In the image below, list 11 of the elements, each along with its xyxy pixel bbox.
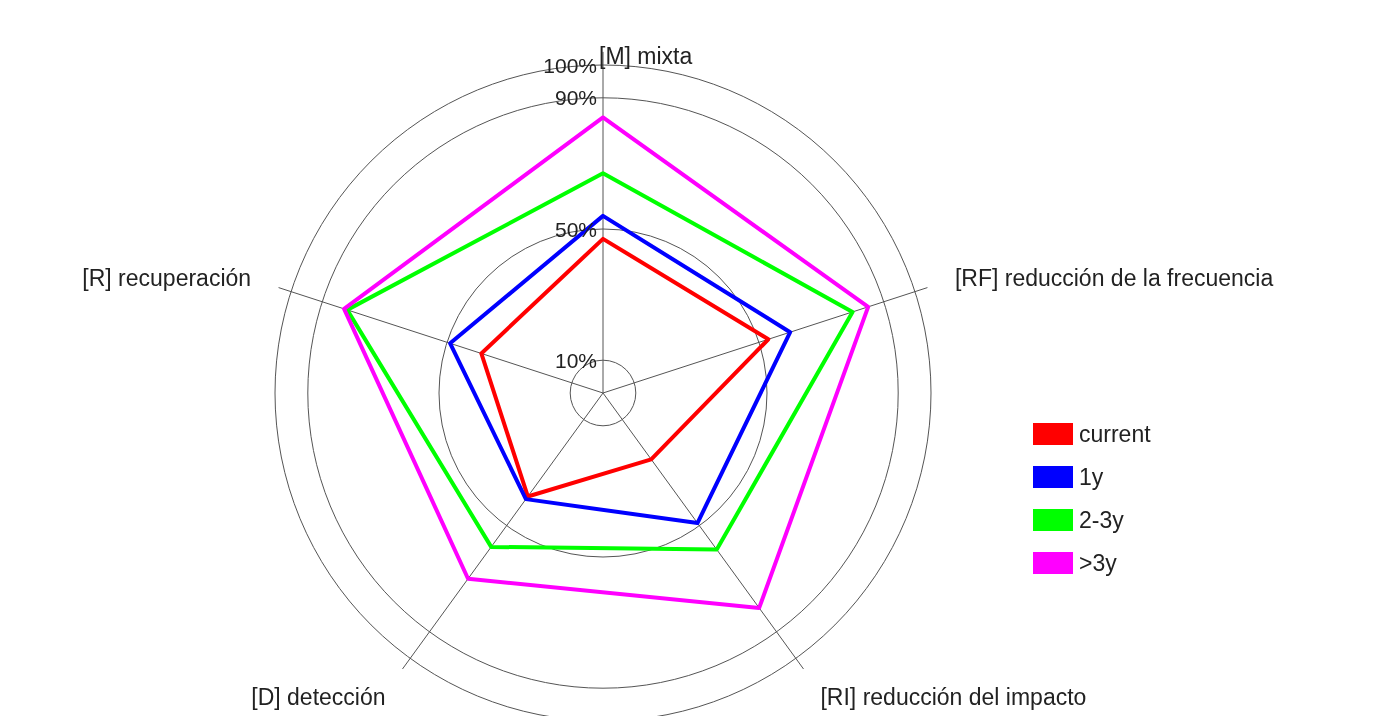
legend-label: 1y	[1079, 464, 1104, 490]
spoke-label: [D] detección	[251, 684, 386, 710]
y-tick-label: 10%	[554, 348, 597, 372]
legend-label: current	[1079, 421, 1152, 447]
spoke-label: [M] mixta	[599, 43, 693, 69]
spoke-label: [R] recuperación	[82, 264, 252, 291]
spoke-label: [RI] reducción del impacto	[820, 684, 1087, 710]
legend-label: 2-3y	[1079, 507, 1125, 533]
y-tick-label: 90%	[554, 86, 597, 110]
legend-label: >3y	[1079, 550, 1118, 576]
spoke-label: [RF] reducción de la frecuencia	[954, 264, 1274, 291]
